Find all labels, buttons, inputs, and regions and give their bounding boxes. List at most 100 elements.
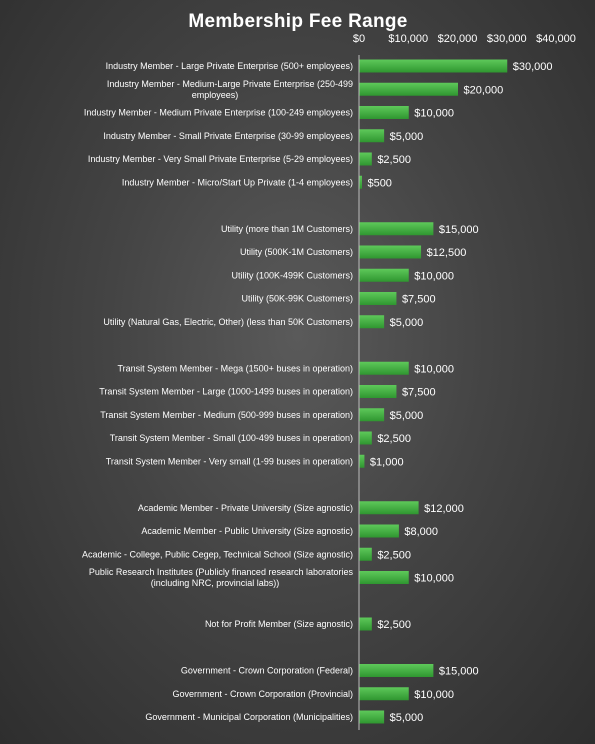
category-label-line: Utility (100K-499K Customers) <box>231 270 353 280</box>
data-label: $1,000 <box>370 456 404 468</box>
bar <box>359 617 372 631</box>
category-label-line: Industry Member - Large Private Enterpri… <box>106 61 353 71</box>
data-label: $2,500 <box>377 433 411 445</box>
bar <box>359 82 458 96</box>
x-tick-label: $40,000 <box>536 33 576 45</box>
category-label: Industry Member - Large Private Enterpri… <box>106 61 353 71</box>
x-tick-label: $10,000 <box>388 33 428 45</box>
category-label-line: Transit System Member - Large (1000-1499… <box>99 387 353 397</box>
category-label: Public Research Institutes (Publicly fin… <box>89 567 354 588</box>
category-label: Transit System Member - Large (1000-1499… <box>99 387 353 397</box>
category-label: Utility (100K-499K Customers) <box>231 270 353 280</box>
data-label: $7,500 <box>402 294 436 306</box>
data-label: $12,000 <box>424 503 464 515</box>
data-label: $10,000 <box>414 270 454 282</box>
bar <box>359 664 434 677</box>
data-label: $30,000 <box>513 61 553 73</box>
bar <box>359 315 385 329</box>
bar <box>359 524 399 538</box>
bar <box>359 175 362 189</box>
category-label: Industry Member - Very Small Private Ent… <box>88 154 353 164</box>
bar <box>359 292 397 305</box>
category-label-line: Industry Member - Medium Private Enterpr… <box>84 108 353 118</box>
category-label-line: Industry Member - Medium-Large Private E… <box>107 79 353 89</box>
category-label: Transit System Member - Medium (500-999 … <box>100 410 353 420</box>
bar <box>359 501 419 515</box>
bar <box>359 245 422 259</box>
data-label: $5,000 <box>390 131 424 143</box>
category-label: Industry Member - Medium-Large Private E… <box>107 79 353 100</box>
data-label: $500 <box>367 177 391 189</box>
category-label: Academic - College, Public Cegep, Techni… <box>82 549 353 559</box>
data-label: $7,500 <box>402 387 436 399</box>
bar <box>359 547 372 561</box>
bar <box>359 361 409 375</box>
bar <box>359 431 372 445</box>
bar <box>359 687 409 701</box>
category-label: Not for Profit Member (Size agnostic) <box>205 619 353 629</box>
category-label: Government - Crown Corporation (Federal) <box>181 666 353 676</box>
bar <box>359 454 365 468</box>
category-label-line: Government - Crown Corporation (Federal) <box>181 666 353 676</box>
category-label-line: Academic Member - Private University (Si… <box>138 503 353 513</box>
category-label-line: Industry Member - Small Private Enterpri… <box>103 131 353 141</box>
data-label: $2,500 <box>377 549 411 561</box>
category-label-line: Not for Profit Member (Size agnostic) <box>205 619 353 629</box>
bar <box>359 129 385 143</box>
category-label-line: Transit System Member - Small (100-499 b… <box>110 433 353 443</box>
category-label-line: Public Research Institutes (Publicly fin… <box>89 567 354 577</box>
category-label-line: Transit System Member - Mega (1500+ buse… <box>117 363 353 373</box>
bar <box>359 408 385 422</box>
category-label: Government - Crown Corporation (Provinci… <box>172 689 353 699</box>
category-label-line: Transit System Member - Very small (1-99… <box>106 456 353 466</box>
bar <box>359 152 372 166</box>
bar <box>359 710 385 724</box>
category-label: Industry Member - Medium Private Enterpr… <box>84 108 353 118</box>
category-label-line: Government - Municipal Corporation (Muni… <box>145 712 353 722</box>
data-label: $15,000 <box>439 224 479 236</box>
category-label: Utility (500K-1M Customers) <box>240 247 353 257</box>
category-label-line: Utility (more than 1M Customers) <box>221 224 353 234</box>
data-label: $20,000 <box>464 84 504 96</box>
x-tick-label: $0 <box>353 33 365 45</box>
data-label: $8,000 <box>404 526 438 538</box>
category-label: Transit System Member - Very small (1-99… <box>106 456 353 466</box>
data-label: $5,000 <box>390 712 424 724</box>
bar <box>359 59 508 73</box>
data-label: $15,000 <box>439 666 479 678</box>
category-label: Utility (50K-99K Customers) <box>241 294 353 304</box>
x-tick-label: $30,000 <box>487 33 527 45</box>
category-labels: Industry Member - Large Private Enterpri… <box>82 61 353 722</box>
data-label: $2,500 <box>377 154 411 166</box>
category-label: Academic Member - Public University (Siz… <box>141 526 353 536</box>
data-label: $5,000 <box>390 410 424 422</box>
bars <box>359 59 508 724</box>
bar <box>359 106 409 119</box>
data-label: $10,000 <box>414 108 454 120</box>
category-label: Government - Municipal Corporation (Muni… <box>145 712 353 722</box>
category-label-line: Academic - College, Public Cegep, Techni… <box>82 549 353 559</box>
category-label-line: Industry Member - Very Small Private Ent… <box>88 154 353 164</box>
category-label: Industry Member - Micro/Start Up Private… <box>122 177 353 187</box>
category-label-line: Utility (50K-99K Customers) <box>241 294 353 304</box>
bar <box>359 571 409 584</box>
category-label-line: Utility (500K-1M Customers) <box>240 247 353 257</box>
data-label: $10,000 <box>414 363 454 375</box>
category-label: Transit System Member - Mega (1500+ buse… <box>117 363 353 373</box>
bar <box>359 385 397 398</box>
category-label-line: Transit System Member - Medium (500-999 … <box>100 410 353 420</box>
data-label: $12,500 <box>427 247 467 259</box>
data-label: $5,000 <box>390 317 424 329</box>
data-label: $10,000 <box>414 573 454 585</box>
category-label-line: employees) <box>192 90 239 100</box>
data-labels: $30,000 $20,000 $10,000 $5,000 $2,500 $500 $15… <box>367 61 552 724</box>
category-label: Transit System Member - Small (100-499 b… <box>110 433 353 443</box>
category-label: Utility (Natural Gas, Electric, Other) (… <box>103 317 353 327</box>
category-label-line: Government - Crown Corporation (Provinci… <box>172 689 353 699</box>
x-axis-ticks: $0 $10,000 $20,000 $30,000 $40,000 <box>353 33 576 45</box>
data-label: $2,500 <box>377 619 411 631</box>
category-label: Academic Member - Private University (Si… <box>138 503 353 513</box>
data-label: $10,000 <box>414 689 454 701</box>
